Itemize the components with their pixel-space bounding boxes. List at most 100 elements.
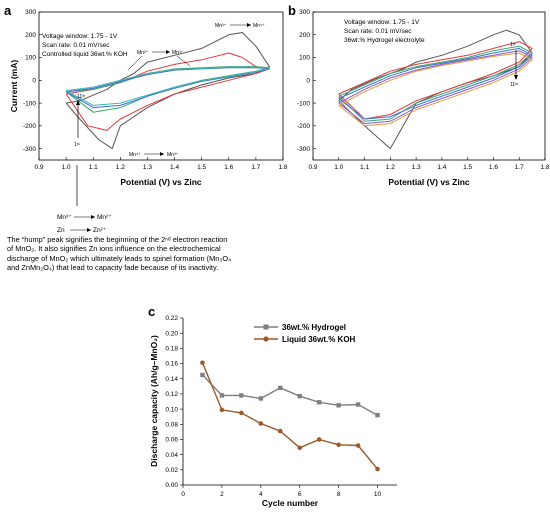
cv-curve-1 [65, 32, 270, 150]
cv-curve-5 [338, 50, 533, 125]
x-tick-label: 1.8 [540, 164, 549, 171]
panel-a-ylabel: Current (mA) [9, 60, 19, 113]
cv-curve-1 [338, 29, 533, 150]
y-tick-label: 0.04 [165, 452, 178, 459]
legend-koh-label: Liquid 36wt.% KOH [282, 335, 356, 344]
data-point [219, 393, 225, 398]
x-tick-label: 1.2 [116, 164, 125, 171]
y-tick-label: 100 [299, 55, 310, 62]
y-tick-label: 0.16 [165, 361, 178, 368]
data-point [200, 360, 205, 366]
y-tick-label: -100 [23, 100, 36, 107]
y-tick-label: 200 [25, 32, 36, 39]
ann-mn4-label: Mn⁴⁺ [253, 23, 265, 29]
data-point [277, 428, 283, 434]
y-tick-label: 0.14 [165, 376, 178, 383]
cv-curve-6 [338, 52, 533, 127]
x-tick-label: 1.3 [143, 164, 152, 171]
data-point [239, 410, 244, 416]
x-tick-label: 1.2 [386, 164, 395, 171]
panel-a-cycle-11: 11ᵗʰ [77, 94, 85, 100]
x-tick-label: 1.8 [278, 164, 287, 171]
data-point [375, 466, 380, 472]
x-tick-label: 2 [220, 491, 224, 498]
ann-mn4-mn3-arrowhead [160, 152, 164, 156]
cv-curve-4 [338, 47, 533, 120]
panel-c-y-ticks: 0.00 0.02 0.04 0.06 0.08 0.10 0.12 0.14 0.16 0.18… [165, 315, 183, 489]
x-tick-label: 1.5 [197, 164, 206, 171]
series-line-2 [201, 362, 379, 470]
x-tick-label: 1.7 [515, 164, 524, 171]
x-tick-label: 1.0 [334, 164, 343, 171]
y-tick-label: -300 [297, 146, 310, 153]
cv-curve-2 [65, 52, 270, 131]
y-tick-label: 0 [306, 78, 310, 85]
panel-b-letter: b [288, 3, 296, 18]
y-tick-label: -100 [297, 100, 310, 107]
data-point [355, 443, 361, 448]
x-tick-label: 10 [374, 491, 382, 498]
ann-mn2-pointer [127, 55, 143, 71]
x-tick-label: 0.9 [308, 164, 317, 171]
panel-b-x-ticks: 0.9 1.0 1.1 1.2 1.3 1.4 1.5 1.6 1.7 1.8 [308, 157, 550, 171]
data-point [258, 421, 264, 426]
series-line-1 [201, 374, 378, 416]
panel-b-cycle-1: 1ˢᵗ [510, 42, 516, 48]
panel-a-cv-curves [65, 32, 270, 150]
panel-b-cv-curves [338, 29, 533, 150]
panel-c-series [200, 360, 380, 472]
reaction-zn-label: Zn [57, 227, 65, 234]
reaction-mn3-label: Mn³⁺ [57, 214, 72, 221]
y-tick-label: 0.10 [165, 406, 178, 413]
data-point [336, 442, 341, 448]
data-point [375, 412, 380, 418]
cv-curve-3 [338, 45, 533, 122]
y-tick-label: 0 [32, 78, 36, 85]
panel-a-letter: a [4, 3, 12, 18]
panel-a-info-scan: Scan rate: 0.01 mV/sec [42, 42, 110, 49]
data-point [355, 402, 361, 407]
y-tick-label: 0.02 [165, 467, 178, 474]
panel-a-axes: 0.9 1.0 1.1 1.2 1.3 1.4 1.5 1.6 1.7 1.8 -300-200-… [23, 9, 288, 171]
panel-a-cycle-arrowhead [76, 100, 80, 105]
y-tick-label: 0.12 [165, 391, 178, 398]
x-tick-label: 0.9 [34, 164, 43, 171]
note-line: of MnO₂. It also signifies Zn ions influ… [7, 244, 221, 254]
ann-mn3-pointer [176, 55, 191, 67]
panel-b-info-scan: Scan rate: 0.01 mV/sec [344, 28, 412, 35]
panel-a-cycle-1: 1ˢᵗ [74, 142, 80, 148]
x-tick-label: 1.0 [62, 164, 71, 171]
x-tick-label: 1.4 [170, 164, 179, 171]
panel-a-info-electrolyte: Controlled liquid 36wt.% KOH [42, 51, 128, 58]
y-tick-label: -200 [23, 123, 36, 130]
panel-a-x-ticks: 0.9 1.0 1.1 1.2 1.3 1.4 1.5 1.6 1.7 1.8 [34, 157, 288, 171]
y-tick-label: 0.18 [165, 346, 178, 353]
y-tick-label: 0.08 [165, 421, 178, 428]
ann-mn2-mn3-arrowhead [166, 50, 170, 54]
ann-mn3-red-label: Mn³⁺ [167, 152, 179, 158]
data-point [278, 385, 283, 391]
ann-mn3b-label: Mn³⁺ [172, 50, 184, 56]
y-tick-label: 300 [25, 9, 36, 16]
ann-mn2-label: Mn²⁺ [137, 50, 149, 56]
panel-c-axes: 0 2 4 6 8 10 0.00 0.02 0.04 0.06 0.08 0.10 0.12 0.14… [165, 315, 397, 498]
x-tick-label: 1.3 [412, 164, 421, 171]
panel-b-cycle-11: 11ᵗʰ [510, 82, 518, 88]
x-tick-label: 1.4 [437, 164, 446, 171]
panel-a-frame [38, 11, 284, 161]
y-tick-label: -200 [297, 123, 310, 130]
y-tick-label: 100 [25, 55, 36, 62]
reaction-zn-arrowhead [87, 228, 91, 232]
ann-mn3-mn4-arrowhead [247, 23, 251, 27]
x-tick-label: 1.7 [251, 164, 260, 171]
panel-c-xlabel: Cycle number [262, 498, 319, 508]
panel-a-y-ticks: -300 -200 -100 0 100 200 300 [23, 9, 42, 153]
panel-a-xlabel: Potential (V) vs Zinc [120, 177, 202, 187]
panel-c-ylabel: Discharge capacity (Ah/g–MnO₂) [149, 335, 159, 467]
data-point [200, 372, 205, 378]
x-tick-label: 8 [337, 491, 341, 498]
reaction-mn-arrowhead [91, 215, 95, 219]
x-tick-label: 1.6 [224, 164, 233, 171]
ann-mn4-red-label: Mn⁴⁺ [129, 152, 141, 158]
